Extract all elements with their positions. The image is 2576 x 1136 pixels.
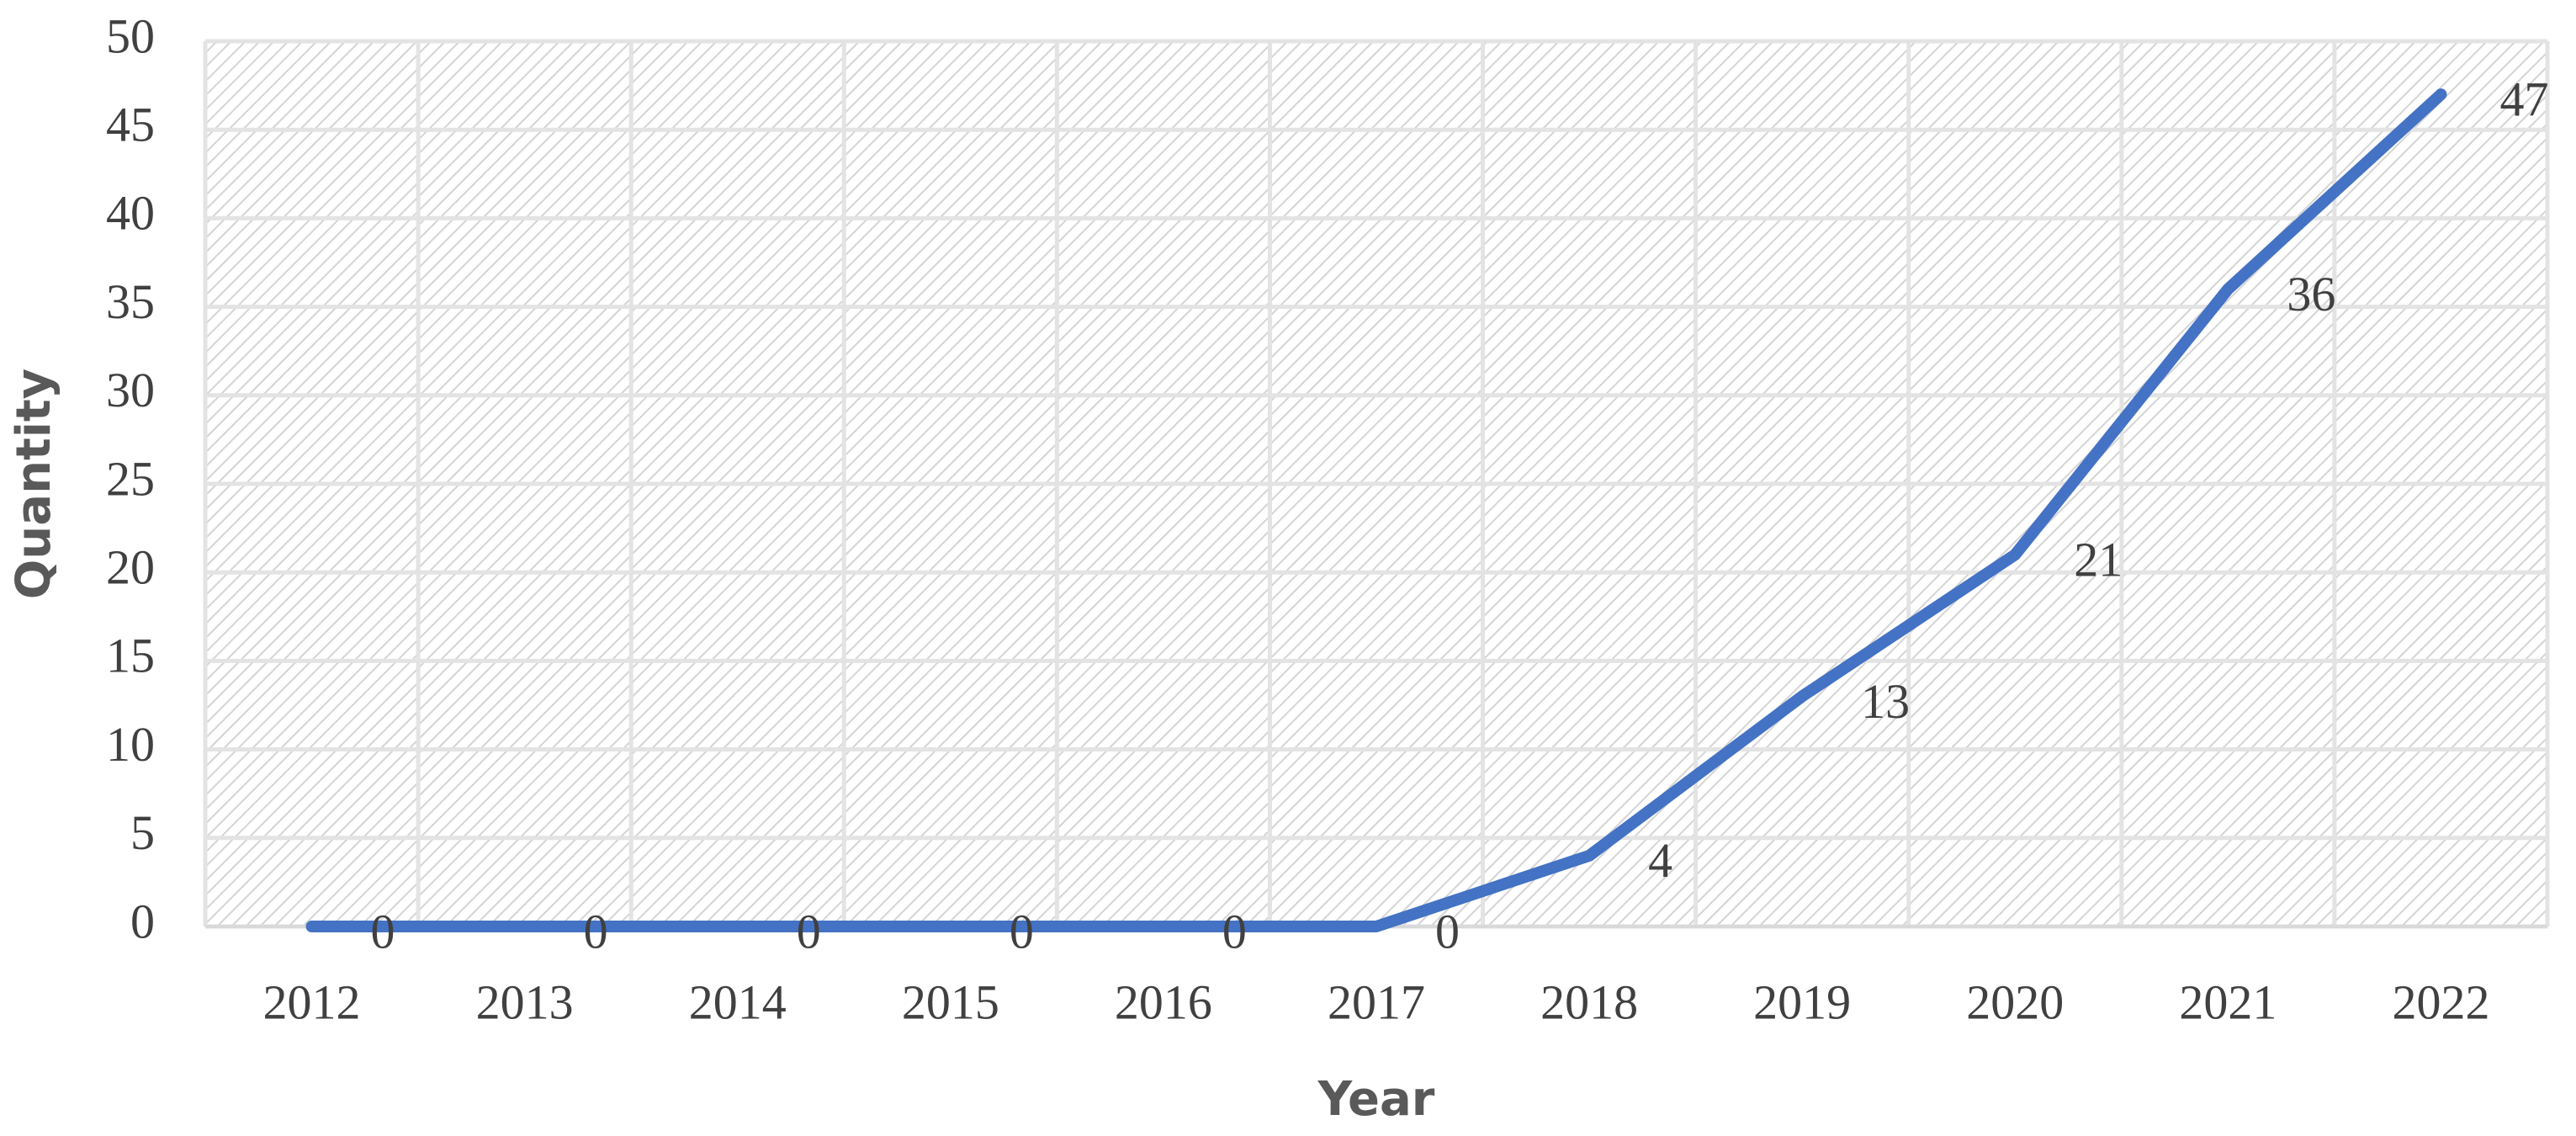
- x-tick-label: 2015: [902, 974, 999, 1029]
- x-tick-label: 2018: [1540, 974, 1638, 1029]
- data-label: 0: [371, 904, 395, 958]
- data-label: 0: [584, 904, 608, 958]
- data-label: 36: [2287, 267, 2335, 321]
- x-tick-label: 2019: [1753, 974, 1851, 1029]
- x-tick-label: 2013: [476, 974, 574, 1029]
- x-axis-title: Year: [1317, 1072, 1435, 1127]
- x-tick-label: 2021: [2179, 974, 2277, 1029]
- x-tick-label: 2016: [1115, 974, 1212, 1029]
- data-label: 0: [1222, 904, 1247, 958]
- y-tick-label: 15: [106, 629, 155, 683]
- y-tick-label: 45: [106, 98, 155, 152]
- x-tick-label: 2012: [263, 974, 361, 1029]
- y-tick-label: 5: [130, 805, 155, 860]
- y-tick-label: 10: [106, 717, 155, 772]
- x-tick-label: 2017: [1328, 974, 1425, 1029]
- data-label: 47: [2499, 72, 2548, 126]
- data-line: [305, 88, 2447, 932]
- y-axis-title: Quantity: [7, 369, 61, 599]
- y-tick-label: 25: [106, 451, 155, 506]
- data-label: 0: [797, 904, 821, 958]
- x-tick-label: 2014: [689, 974, 787, 1029]
- y-tick-label: 20: [106, 540, 155, 595]
- y-tick-label: 40: [106, 186, 155, 241]
- y-tick-label: 50: [106, 8, 155, 63]
- data-label: 0: [1010, 904, 1034, 958]
- data-label: 13: [1861, 674, 1910, 729]
- y-tick-label: 35: [106, 274, 155, 329]
- data-label: 0: [1435, 904, 1460, 958]
- y-tick-label: 0: [130, 894, 155, 948]
- data-label: 4: [1648, 833, 1672, 888]
- data-label: 21: [2074, 532, 2123, 587]
- x-tick-label: 2020: [1966, 974, 2064, 1029]
- y-tick-label: 30: [106, 363, 155, 417]
- x-tick-label: 2022: [2392, 974, 2489, 1029]
